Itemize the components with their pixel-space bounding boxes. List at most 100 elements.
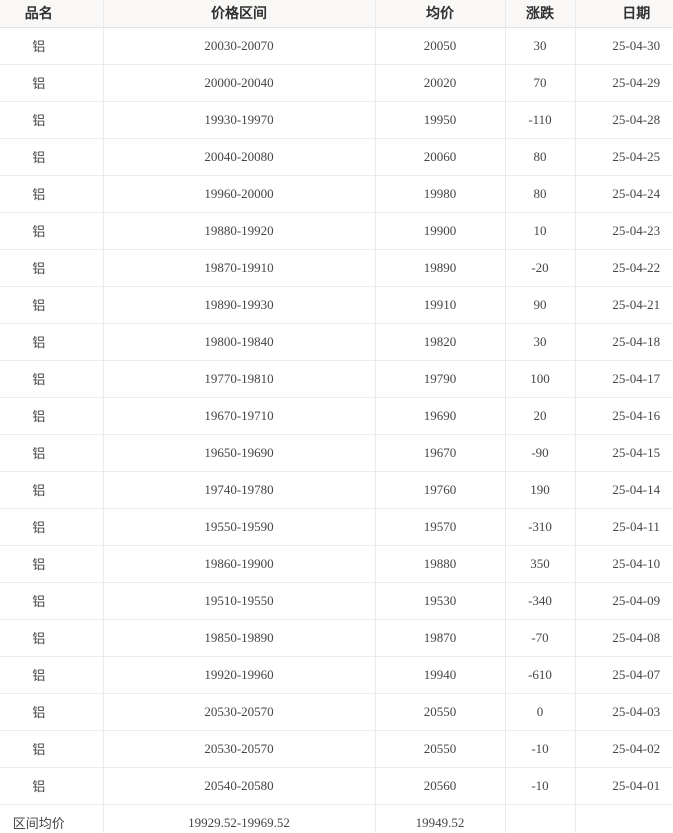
cell-change: -70 [505,619,576,657]
cell-product-name: 铝 [0,323,104,361]
cell-avg-price: 19910 [375,286,506,324]
cell-avg-price: 20560 [375,767,506,805]
cell-price-range: 20530-20570 [103,693,376,731]
cell-price-range: 19870-19910 [103,249,376,287]
cell-price-range: 20000-20040 [103,64,376,102]
cell-date: 25-04-01 [575,767,673,805]
footer-row: 区间均价 19929.52-19969.52 19949.52 [0,804,673,833]
cell-price-range: 19880-19920 [103,212,376,250]
cell-avg-price: 19760 [375,471,506,509]
table-row: 铝 19740-19780 19760 190 25-04-14 [0,471,673,509]
cell-change: -20 [505,249,576,287]
cell-product-name: 铝 [0,286,104,324]
table-row: 铝 20000-20040 20020 70 25-04-29 [0,64,673,102]
table-row: 铝 20530-20570 20550 -10 25-04-02 [0,730,673,768]
cell-avg-price: 19790 [375,360,506,398]
table-row: 铝 19650-19690 19670 -90 25-04-15 [0,434,673,472]
cell-date: 25-04-18 [575,323,673,361]
table-row: 铝 20530-20570 20550 0 25-04-03 [0,693,673,731]
cell-product-name: 铝 [0,101,104,139]
table-row: 铝 19670-19710 19690 20 25-04-16 [0,397,673,435]
cell-change: 350 [505,545,576,583]
cell-avg-price: 19690 [375,397,506,435]
cell-price-range: 20040-20080 [103,138,376,176]
table-row: 铝 19880-19920 19900 10 25-04-23 [0,212,673,250]
header-cell-change: 涨跌 [505,0,576,28]
cell-date: 25-04-08 [575,619,673,657]
cell-avg-price: 19900 [375,212,506,250]
cell-change: 10 [505,212,576,250]
cell-date: 25-04-03 [575,693,673,731]
cell-change: 90 [505,286,576,324]
cell-avg-price: 20550 [375,693,506,731]
cell-price-range: 20540-20580 [103,767,376,805]
footer-cell-date [575,804,673,833]
table-row: 铝 20040-20080 20060 80 25-04-25 [0,138,673,176]
table-header: 品名 价格区间 均价 涨跌 日期 [0,0,673,28]
table-row: 铝 19550-19590 19570 -310 25-04-11 [0,508,673,546]
cell-price-range: 19800-19840 [103,323,376,361]
footer-cell-price-range: 19929.52-19969.52 [103,804,376,833]
cell-change: 0 [505,693,576,731]
cell-avg-price: 20050 [375,27,506,65]
cell-product-name: 铝 [0,212,104,250]
cell-product-name: 铝 [0,767,104,805]
cell-change: 70 [505,64,576,102]
table-row: 铝 19960-20000 19980 80 25-04-24 [0,175,673,213]
cell-date: 25-04-22 [575,249,673,287]
table-row: 铝 19770-19810 19790 100 25-04-17 [0,360,673,398]
cell-product-name: 铝 [0,471,104,509]
header-row: 品名 价格区间 均价 涨跌 日期 [0,0,673,28]
cell-avg-price: 19670 [375,434,506,472]
cell-date: 25-04-28 [575,101,673,139]
footer-cell-avg-price: 19949.52 [375,804,506,833]
cell-change: -310 [505,508,576,546]
cell-product-name: 铝 [0,138,104,176]
header-cell-product-name: 品名 [0,0,104,28]
table-row: 铝 19850-19890 19870 -70 25-04-08 [0,619,673,657]
cell-date: 25-04-21 [575,286,673,324]
cell-product-name: 铝 [0,397,104,435]
cell-product-name: 铝 [0,582,104,620]
cell-avg-price: 20550 [375,730,506,768]
cell-price-range: 19860-19900 [103,545,376,583]
cell-product-name: 铝 [0,693,104,731]
cell-product-name: 铝 [0,175,104,213]
cell-avg-price: 19940 [375,656,506,694]
table-row: 铝 20540-20580 20560 -10 25-04-01 [0,767,673,805]
cell-change: 190 [505,471,576,509]
cell-price-range: 19920-19960 [103,656,376,694]
cell-date: 25-04-09 [575,582,673,620]
table-footer: 区间均价 19929.52-19969.52 19949.52 [0,804,673,833]
cell-change: 30 [505,323,576,361]
cell-change: -90 [505,434,576,472]
cell-price-range: 19550-19590 [103,508,376,546]
table-row: 铝 19860-19900 19880 350 25-04-10 [0,545,673,583]
cell-avg-price: 19870 [375,619,506,657]
table-row: 铝 19870-19910 19890 -20 25-04-22 [0,249,673,287]
cell-price-range: 19770-19810 [103,360,376,398]
cell-product-name: 铝 [0,27,104,65]
table-row: 铝 19890-19930 19910 90 25-04-21 [0,286,673,324]
cell-price-range: 19960-20000 [103,175,376,213]
cell-product-name: 铝 [0,508,104,546]
cell-change: 100 [505,360,576,398]
cell-date: 25-04-15 [575,434,673,472]
cell-date: 25-04-25 [575,138,673,176]
cell-price-range: 19850-19890 [103,619,376,657]
cell-change: -610 [505,656,576,694]
cell-product-name: 铝 [0,434,104,472]
cell-change: -110 [505,101,576,139]
table-body: 铝 20030-20070 20050 30 25-04-30 铝 20000-20040 2… [0,27,673,805]
cell-price-range: 19740-19780 [103,471,376,509]
cell-price-range: 20530-20570 [103,730,376,768]
cell-change: 20 [505,397,576,435]
cell-date: 25-04-10 [575,545,673,583]
cell-price-range: 19890-19930 [103,286,376,324]
cell-date: 25-04-17 [575,360,673,398]
cell-avg-price: 20020 [375,64,506,102]
header-cell-avg-price: 均价 [375,0,506,28]
cell-price-range: 19510-19550 [103,582,376,620]
cell-price-range: 19670-19710 [103,397,376,435]
